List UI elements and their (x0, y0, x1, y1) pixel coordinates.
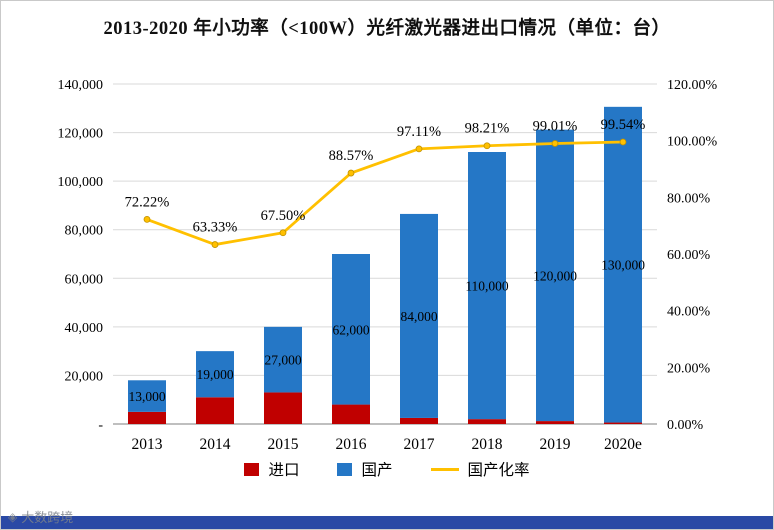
rate-value-label: 98.21% (465, 121, 510, 137)
bar-domestic (332, 254, 370, 405)
legend-label-domestic: 国产 (361, 462, 393, 479)
bar-domestic (264, 326, 302, 393)
line-point-marker (415, 145, 423, 153)
line-point-marker (279, 229, 287, 237)
bar-value-label: 84,000 (400, 309, 437, 324)
right-axis-tick-label: 40.00% (667, 305, 711, 320)
chart-title: 2013-2020 年小功率（<100W）光纤激光器进出口情况（单位：台） (103, 19, 671, 39)
bar-domestic (196, 351, 234, 398)
x-axis-category-label: 2014 (200, 436, 231, 453)
line-point-marker (211, 241, 219, 248)
legend-label-domestication-rate: 国产化率 (467, 462, 530, 479)
x-axis-category-label: 2020e (604, 436, 642, 453)
x-axis-category-label: 2017 (404, 436, 435, 453)
left-axis-tick-label: 140,000 (58, 78, 104, 93)
bar-import (604, 422, 642, 424)
x-axis-category-label: 2015 (268, 436, 299, 453)
legend-item-domestic: 国产 (337, 458, 393, 480)
left-axis-tick-label: 20,000 (65, 369, 104, 384)
legend-label-import: 进口 (268, 462, 300, 479)
rate-value-label: 88.57% (329, 148, 374, 164)
bar-domestic (128, 380, 166, 412)
domestication-rate-line-swatch-icon (430, 467, 459, 471)
line-point-marker (143, 215, 151, 223)
x-axis-category-label: 2013 (132, 436, 163, 453)
x-axis-category-label: 2019 (540, 436, 571, 453)
bar-import (196, 397, 234, 424)
bar-domestic (468, 152, 506, 420)
bar-value-label: 130,000 (601, 258, 645, 273)
bar-import (536, 421, 574, 424)
combo-chart: - 20,000 40,000 60,000 80,000 100,000 120,000 1… (58, 78, 718, 453)
left-axis-tick-label: 80,000 (65, 224, 104, 239)
right-axis-tick-label: 60.00% (667, 248, 711, 263)
bar-value-label: 110,000 (465, 279, 509, 294)
rate-value-label: 99.54% (601, 117, 646, 133)
left-axis-tick-label: 120,000 (58, 127, 104, 142)
left-axis-tick-label: 40,000 (65, 321, 104, 336)
line-point-marker (347, 169, 355, 177)
right-axis-tick-label: 120.00% (667, 78, 718, 93)
bar-import (332, 404, 370, 424)
rate-value-label: 63.33% (193, 220, 238, 236)
rate-value-label: 72.22% (125, 194, 170, 210)
bar-import (468, 419, 506, 424)
rate-value-label: 97.11% (397, 124, 441, 140)
bar-import (128, 411, 166, 424)
bar-value-label: 120,000 (533, 268, 577, 283)
right-axis-tick-label: 0.00% (667, 418, 704, 433)
bar-value-label: 27,000 (264, 353, 301, 368)
left-axis-tick-label: 60,000 (65, 272, 104, 287)
footer-strip (1, 516, 773, 529)
bar-domestic (400, 213, 438, 418)
bar-import (400, 417, 438, 424)
right-axis-tick-label: 100.00% (667, 135, 718, 150)
left-axis-tick-label: - (98, 418, 103, 433)
right-axis-tick-label: 20.00% (667, 361, 711, 376)
bar-domestic (604, 106, 642, 423)
chart-legend: 进口 国产 国产化率 (1, 458, 773, 480)
left-axis-tick-label: 100,000 (58, 175, 104, 190)
line-point-marker (483, 142, 491, 150)
legend-item-domestication-rate: 国产化率 (430, 458, 530, 480)
watermark-logo-icon: ◈ (8, 509, 18, 524)
bar-value-label: 13,000 (128, 389, 165, 404)
bar-value-label: 19,000 (196, 367, 233, 382)
right-axis-tick-label: 80.00% (667, 191, 711, 206)
legend-item-import: 进口 (244, 458, 299, 480)
rate-value-label: 67.50% (261, 208, 306, 224)
watermark-text: 大数跨境 (21, 510, 74, 525)
bar-import (264, 392, 302, 424)
domestic-swatch-icon (337, 462, 353, 476)
x-axis-category-label: 2016 (336, 436, 367, 453)
line-point-marker (551, 140, 559, 147)
rate-value-label: 99.01% (533, 118, 578, 134)
bar-value-label: 62,000 (332, 322, 369, 337)
x-axis-category-label: 2018 (472, 436, 503, 453)
watermark: ◈ 大数跨境 (8, 507, 73, 526)
import-swatch-icon (244, 462, 260, 476)
domestication-rate-line (145, 140, 625, 246)
bar-domestic (536, 129, 574, 422)
line-point-marker (619, 138, 627, 146)
